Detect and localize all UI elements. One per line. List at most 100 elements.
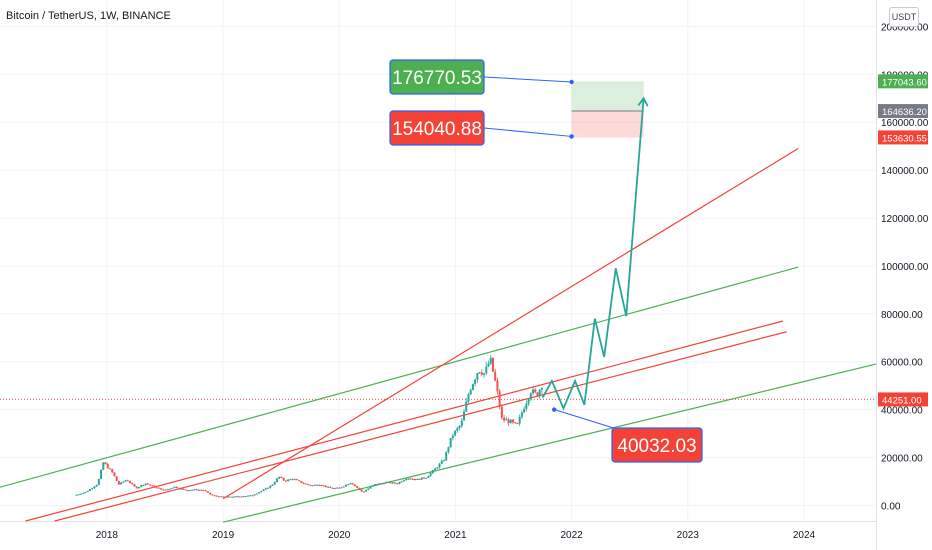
candle-body	[258, 492, 261, 494]
stop-zone[interactable]	[571, 111, 644, 138]
candle-body	[247, 495, 250, 497]
candle-body	[371, 485, 374, 487]
callout-box[interactable]	[389, 110, 485, 146]
candle-body	[342, 486, 345, 488]
trend-line[interactable]	[0, 266, 799, 488]
candle-body	[91, 488, 94, 490]
callout-label: 40032.03	[617, 436, 696, 457]
candle-body	[525, 403, 528, 409]
candle-body	[320, 485, 323, 487]
price-tag-0: 177043.60	[882, 77, 927, 88]
callout-anchor-point[interactable]	[569, 134, 574, 139]
candle-body	[536, 392, 539, 397]
candle-body	[511, 419, 514, 423]
candle-body	[100, 469, 103, 479]
callout-anchor-point[interactable]	[569, 79, 574, 85]
candle-body	[242, 496, 245, 498]
candle-body	[97, 478, 100, 485]
candle-body	[77, 494, 80, 496]
candle-body	[157, 487, 160, 489]
candle-body	[338, 487, 341, 489]
candle-body	[255, 493, 258, 495]
trend-line[interactable]	[54, 331, 787, 522]
candle-body	[336, 487, 339, 489]
currency-button[interactable]: USDT	[889, 7, 919, 27]
candle-body	[202, 490, 205, 492]
candle-body	[516, 423, 519, 425]
candle-body	[226, 496, 229, 498]
candle-body	[382, 483, 385, 485]
trend-line[interactable]	[25, 320, 784, 522]
candle-body	[198, 489, 201, 491]
candle-body	[211, 494, 214, 496]
price-tag-1-bg	[878, 104, 928, 119]
candle-body	[231, 496, 234, 498]
candle-body	[420, 477, 423, 480]
candle-body	[351, 483, 354, 485]
projection-path[interactable]	[541, 98, 645, 411]
target-zone[interactable]	[571, 81, 644, 112]
price-tag-2: 153630.55	[882, 133, 927, 144]
candle-body	[478, 372, 481, 374]
candle-body	[162, 489, 165, 491]
y-tick-label: 140000.00	[881, 166, 929, 177]
candle-body	[324, 485, 327, 487]
candle-body	[494, 371, 497, 381]
candle-body	[126, 480, 129, 482]
callout-box[interactable]	[389, 59, 485, 95]
candle-body	[409, 478, 412, 480]
candle-body	[465, 401, 468, 412]
candle-body	[523, 408, 526, 413]
callout-box[interactable]	[611, 427, 703, 463]
candle-body	[271, 484, 274, 486]
candle-body	[402, 480, 405, 482]
candle-body	[367, 488, 370, 490]
candle-body	[440, 460, 443, 464]
candle-body	[108, 468, 111, 470]
candle-body	[309, 484, 312, 486]
callout-label: 176770.53	[392, 68, 482, 89]
candle-body	[131, 483, 134, 485]
candle-body	[129, 481, 132, 484]
candle-body	[195, 489, 198, 491]
y-tick-label: 20000.00	[881, 454, 923, 465]
projection-arrowhead	[637, 96, 649, 107]
callout-leader	[554, 409, 621, 431]
candle-body	[113, 472, 116, 477]
candle-body	[224, 496, 227, 498]
trend-line[interactable]	[222, 363, 877, 523]
y-tick-label: 200000.00	[881, 22, 929, 33]
candle-body	[344, 484, 347, 487]
candle-body	[360, 489, 363, 492]
candle-body	[137, 486, 140, 489]
candle-body	[416, 478, 419, 480]
candle-body	[249, 495, 252, 497]
candle-body	[267, 487, 270, 489]
candle-body	[282, 477, 285, 481]
x-tick-label: 2022	[560, 530, 583, 541]
callout-leader	[483, 127, 572, 137]
callout-anchor-point[interactable]	[551, 407, 557, 412]
candle-body	[505, 419, 508, 421]
candle-body	[485, 366, 488, 374]
price-tag-0-bg	[878, 74, 928, 89]
candle-body	[454, 430, 457, 436]
x-tick-label: 2021	[444, 530, 467, 541]
y-tick-label: 120000.00	[881, 214, 929, 225]
y-tick-label: 40000.00	[881, 406, 923, 417]
candle-body	[204, 490, 207, 492]
candle-body	[164, 489, 167, 491]
candle-body	[86, 491, 89, 493]
candle-body	[251, 495, 254, 497]
callout-leader	[483, 76, 572, 83]
candle-body	[414, 479, 417, 481]
candle-body	[534, 389, 537, 393]
candle-body	[182, 488, 185, 490]
candle-body	[111, 469, 114, 473]
trend-line[interactable]	[222, 148, 799, 500]
candle-body	[376, 484, 379, 486]
candle-body	[451, 435, 454, 438]
candle-body	[291, 479, 294, 481]
candle-body	[280, 476, 283, 478]
